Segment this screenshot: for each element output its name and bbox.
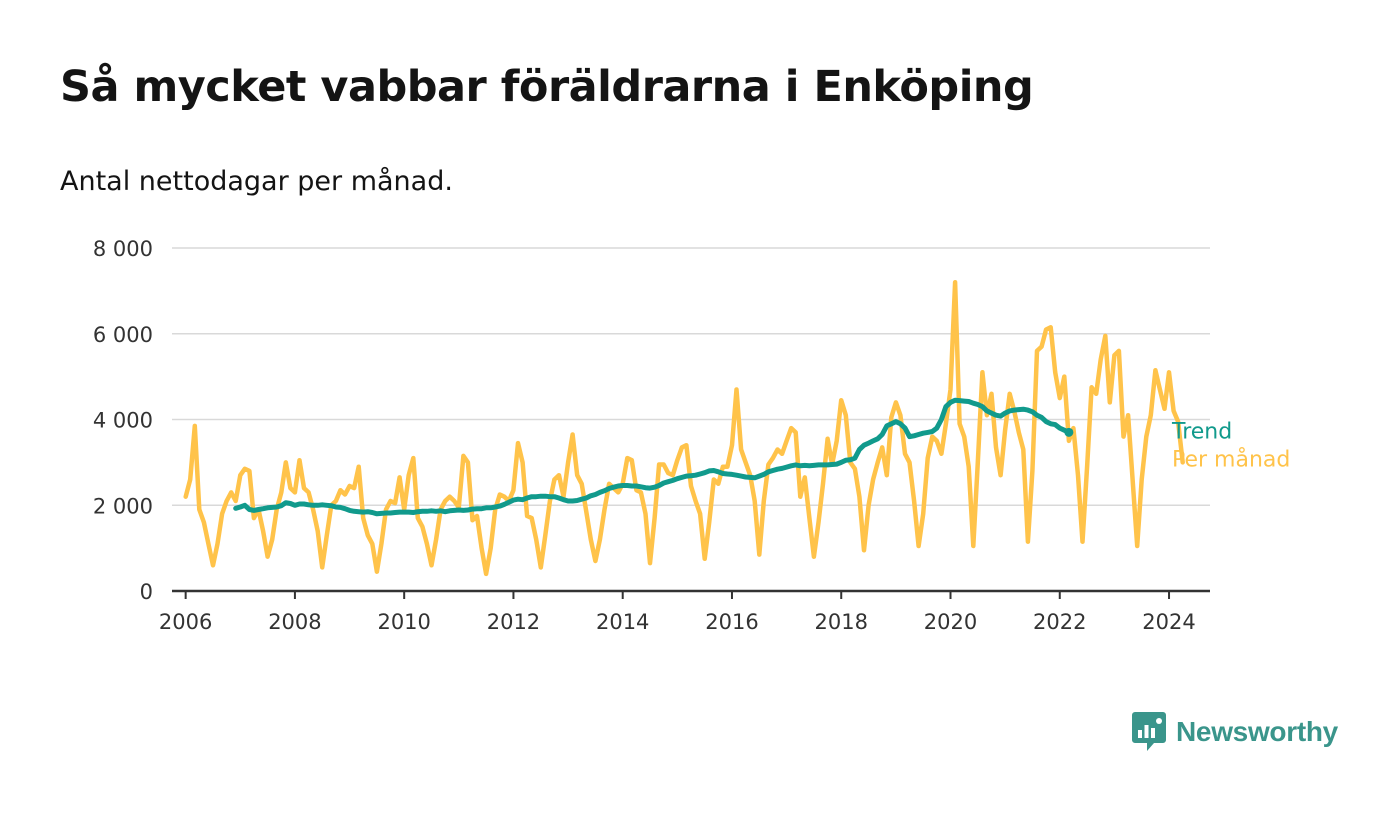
y-tick-label: 8 000 (93, 237, 153, 261)
y-axis-ticks: 0 2 000 4 000 6 000 8 000 (93, 237, 153, 604)
y-tick-label: 4 000 (93, 409, 153, 433)
x-tick-label: 2018 (815, 610, 868, 634)
monthly-line (183, 280, 1185, 577)
x-tick-label: 2010 (377, 610, 430, 634)
x-tick-label: 2006 (159, 610, 212, 634)
trend-end-point (1064, 427, 1074, 437)
series-lines (183, 280, 1185, 577)
x-tick-label: 2008 (268, 610, 321, 634)
newsworthy-logo-icon (1132, 712, 1166, 751)
x-tick-label: 2024 (1142, 610, 1195, 634)
x-tick-label: 2012 (487, 610, 540, 634)
x-tick-label: 2014 (596, 610, 649, 634)
x-tick-label: 2020 (924, 610, 977, 634)
gridlines (172, 247, 1210, 506)
newsworthy-logo[interactable]: Newsworthy (1132, 712, 1338, 752)
legend-label-trend: Trend (1171, 420, 1232, 445)
x-axis-ticks: 2006 2008 2010 2012 2014 2016 2018 2020 2022 2024 (159, 591, 1196, 634)
trend-line (233, 397, 1072, 517)
x-tick-label: 2016 (705, 610, 758, 634)
chart-subtitle: Antal nettodagar per månad. (60, 166, 453, 197)
y-tick-label: 2 000 (93, 494, 153, 518)
chart-title: Så mycket vabbar föräldrarna i Enköping (60, 62, 1034, 112)
legend-label-monthly: Per månad (1172, 447, 1290, 473)
y-tick-label: 0 (140, 580, 153, 604)
x-tick-label: 2022 (1033, 610, 1086, 634)
y-tick-label: 6 000 (93, 323, 153, 347)
brand-name: Newsworthy (1176, 716, 1338, 747)
